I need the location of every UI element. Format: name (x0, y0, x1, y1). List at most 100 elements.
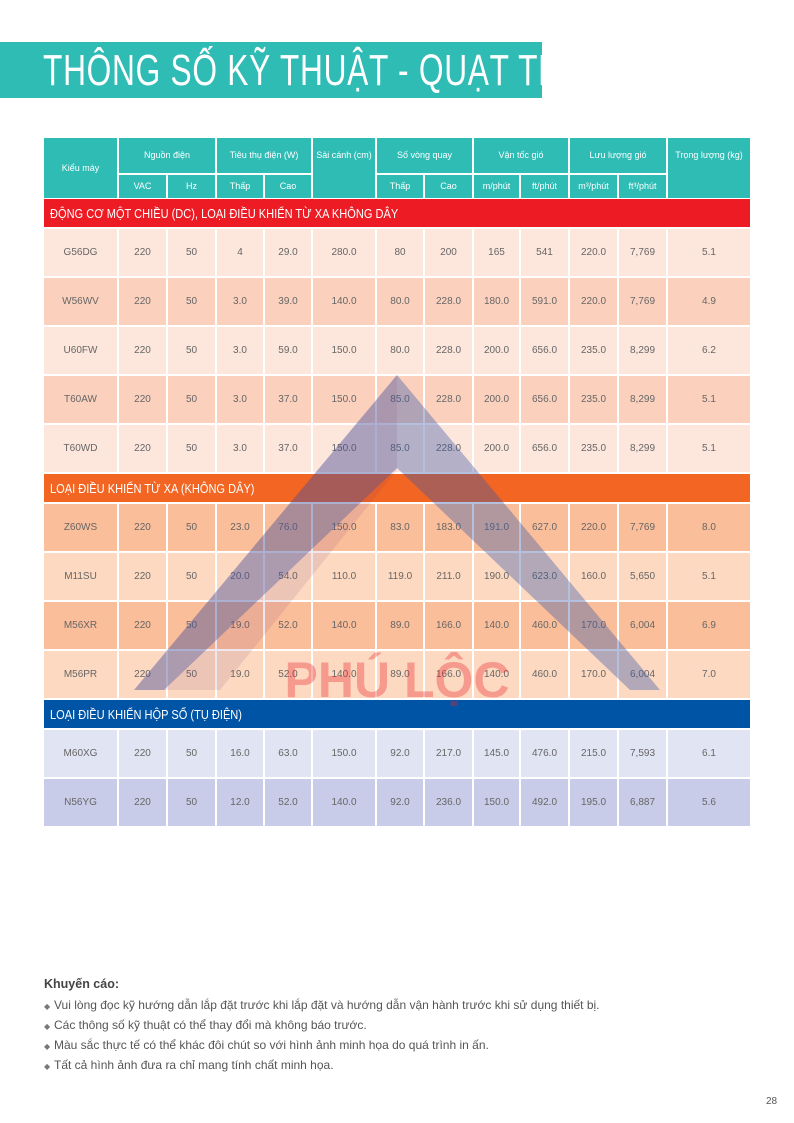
value-cell: 170.0 (570, 651, 617, 698)
value-cell: 3.0 (217, 376, 263, 423)
value-cell: 37.0 (265, 376, 311, 423)
value-cell: 140.0 (313, 278, 375, 325)
header-consumption-high: Cao (265, 175, 311, 198)
note-item: ◆ Vui lòng đọc kỹ hướng dẫn lắp đặt trước… (44, 995, 600, 1015)
value-cell: 4 (217, 229, 263, 276)
value-cell: 50 (168, 779, 215, 826)
header-consumption: Tiêu thụ điện (W) (217, 138, 311, 173)
note-text: Các thông số kỹ thuật có thể thay đổi mà… (54, 1018, 367, 1032)
value-cell: 220 (119, 376, 166, 423)
value-cell: 7,769 (619, 278, 666, 325)
section-gear-capacitor-header: LOẠI ĐIỀU KHIỂN HỘP SỐ (TỤ ĐIỆN) (44, 700, 750, 728)
value-cell: 140.0 (313, 602, 375, 649)
value-cell: 190.0 (474, 553, 519, 600)
value-cell: 3.0 (217, 327, 263, 374)
value-cell: 119.0 (377, 553, 423, 600)
value-cell: 236.0 (425, 779, 472, 826)
value-cell: 19.0 (217, 651, 263, 698)
value-cell: 220 (119, 229, 166, 276)
value-cell: 217.0 (425, 730, 472, 777)
model-cell: U60FW (44, 327, 117, 374)
header-airflow-m3: m³/phút (570, 175, 617, 198)
bullet-icon: ◆ (44, 1002, 51, 1011)
value-cell: 200 (425, 229, 472, 276)
model-cell: M11SU (44, 553, 117, 600)
value-cell: 150.0 (313, 504, 375, 551)
value-cell: 220 (119, 425, 166, 472)
value-cell: 220.0 (570, 229, 617, 276)
value-cell: 220 (119, 278, 166, 325)
value-cell: 150.0 (313, 327, 375, 374)
value-cell: 50 (168, 327, 215, 374)
value-cell: 191.0 (474, 504, 519, 551)
header-blade-span: Sải cánh (cm) (313, 138, 375, 198)
value-cell: 50 (168, 376, 215, 423)
note-item: ◆ Các thông số kỹ thuật có thể thay đổi m… (44, 1015, 600, 1035)
value-cell: 50 (168, 425, 215, 472)
model-cell: M56XR (44, 602, 117, 649)
value-cell: 80 (377, 229, 423, 276)
value-cell: 280.0 (313, 229, 375, 276)
header-power-hz: Hz (168, 175, 215, 198)
value-cell: 541 (521, 229, 568, 276)
section-title: LOẠI ĐIỀU KHIỂN HỘP SỐ (TỤ ĐIỆN) (50, 706, 242, 722)
page-number: 28 (766, 1096, 778, 1107)
value-cell: 89.0 (377, 602, 423, 649)
value-cell: 50 (168, 504, 215, 551)
value-cell: 150.0 (313, 425, 375, 472)
value-cell: 50 (168, 730, 215, 777)
value-cell: 170.0 (570, 602, 617, 649)
value-cell: 52.0 (265, 651, 311, 698)
value-cell: 165 (474, 229, 519, 276)
value-cell: 5.6 (668, 779, 750, 826)
bullet-icon: ◆ (44, 1022, 51, 1031)
value-cell: 166.0 (425, 602, 472, 649)
value-cell: 140.0 (313, 779, 375, 826)
value-cell: 6.1 (668, 730, 750, 777)
model-cell: N56YG (44, 779, 117, 826)
value-cell: 85.0 (377, 425, 423, 472)
value-cell: 59.0 (265, 327, 311, 374)
value-cell: 627.0 (521, 504, 568, 551)
value-cell: 220 (119, 651, 166, 698)
section-title: LOẠI ĐIỀU KHIỂN TỪ XA (KHÔNG DÂY) (50, 480, 255, 496)
value-cell: 200.0 (474, 376, 519, 423)
value-cell: 85.0 (377, 376, 423, 423)
value-cell: 180.0 (474, 278, 519, 325)
model-cell: Z60WS (44, 504, 117, 551)
value-cell: 92.0 (377, 730, 423, 777)
value-cell: 220 (119, 779, 166, 826)
value-cell: 623.0 (521, 553, 568, 600)
value-cell: 89.0 (377, 651, 423, 698)
value-cell: 8.0 (668, 504, 750, 551)
header-rpm-high: Cao (425, 175, 472, 198)
model-cell: W56WV (44, 278, 117, 325)
value-cell: 5.1 (668, 553, 750, 600)
value-cell: 7,769 (619, 504, 666, 551)
value-cell: 54.0 (265, 553, 311, 600)
value-cell: 235.0 (570, 327, 617, 374)
header-air-speed: Vận tốc gió (474, 138, 568, 173)
value-cell: 50 (168, 651, 215, 698)
model-cell: M60XG (44, 730, 117, 777)
value-cell: 37.0 (265, 425, 311, 472)
value-cell: 80.0 (377, 327, 423, 374)
value-cell: 5.1 (668, 229, 750, 276)
header-air-speed-ft: ft/phút (521, 175, 568, 198)
title-banner: THÔNG SỐ KỸ THUẬT - QUẠT TRẦN (0, 42, 606, 98)
value-cell: 215.0 (570, 730, 617, 777)
value-cell: 183.0 (425, 504, 472, 551)
header-power-vac: VAC (119, 175, 166, 198)
value-cell: 20.0 (217, 553, 263, 600)
header-rpm-low: Thấp (377, 175, 423, 198)
value-cell: 83.0 (377, 504, 423, 551)
value-cell: 6.9 (668, 602, 750, 649)
value-cell: 200.0 (474, 327, 519, 374)
value-cell: 140.0 (313, 651, 375, 698)
page-title: THÔNG SỐ KỸ THUẬT - QUẠT TRẦN (43, 46, 608, 95)
value-cell: 80.0 (377, 278, 423, 325)
header-power: Nguồn điện (119, 138, 215, 173)
value-cell: 3.0 (217, 425, 263, 472)
value-cell: 460.0 (521, 602, 568, 649)
header-weight: Trọng lượng (kg) (668, 138, 750, 198)
